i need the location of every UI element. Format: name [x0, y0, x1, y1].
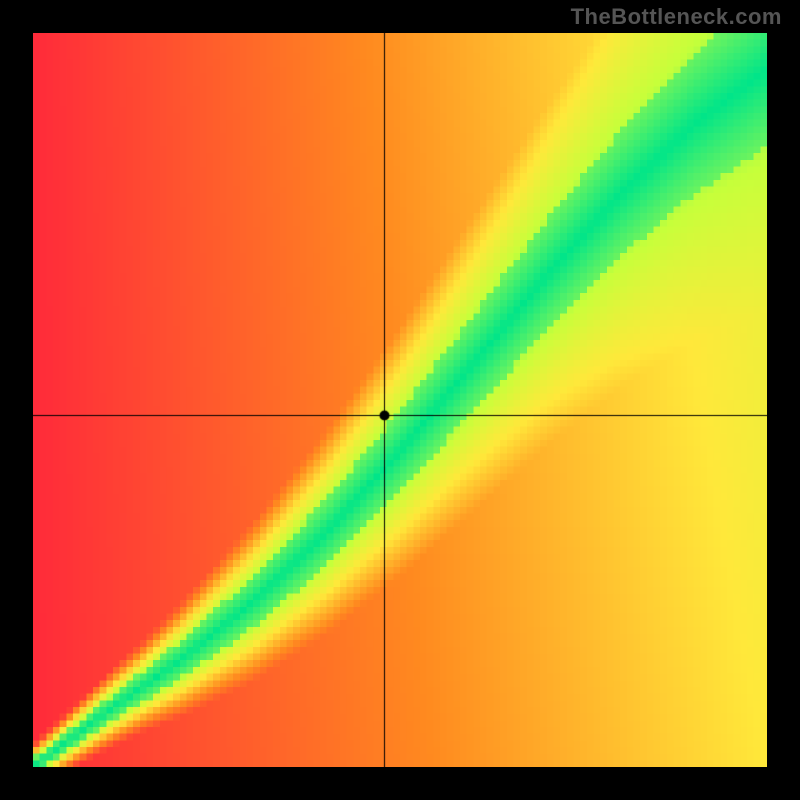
- bottleneck-heatmap: [33, 33, 767, 767]
- chart-container: TheBottleneck.com: [0, 0, 800, 800]
- watermark-text: TheBottleneck.com: [571, 4, 782, 30]
